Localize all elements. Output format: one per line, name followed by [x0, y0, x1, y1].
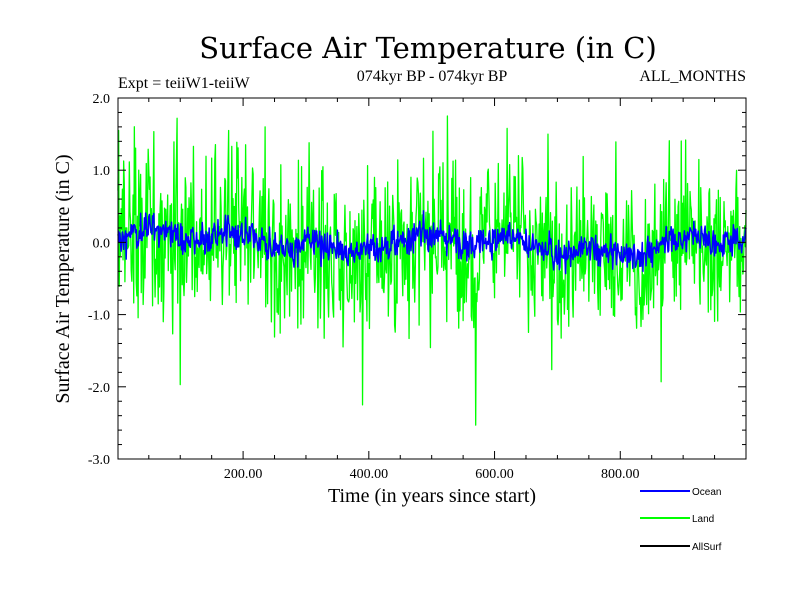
x-axis-ticks: 200.00 400.00 600.00 800.00 — [148, 98, 716, 482]
x-axis-label: Time (in years since start) — [328, 485, 536, 507]
y-tick-label: -2.0 — [88, 381, 110, 396]
y-tick-label: -3.0 — [88, 453, 110, 468]
legend: Ocean Land AllSurf — [640, 487, 722, 553]
x-tick-label: 200.00 — [224, 467, 263, 482]
land-polyline — [117, 115, 747, 426]
y-tick-label: 1.0 — [93, 164, 111, 179]
chart-subtitle-center: 074kyr BP - 074kyr BP — [357, 68, 508, 85]
y-tick-label: -1.0 — [88, 309, 110, 324]
legend-label-land: Land — [692, 514, 714, 525]
y-tick-label: 0.0 — [93, 236, 111, 251]
chart-subtitle-left: Expt = teiiW1-teiiW — [118, 75, 251, 92]
chart-subtitle-right: ALL_MONTHS — [639, 68, 746, 85]
x-tick-label: 800.00 — [601, 467, 640, 482]
legend-label-allsurf: AllSurf — [692, 542, 722, 553]
chart-title: Surface Air Temperature (in C) — [199, 31, 657, 65]
series-ocean-line — [117, 210, 747, 275]
y-axis-label: Surface Air Temperature (in C) — [52, 154, 74, 403]
y-tick-label: 2.0 — [93, 92, 111, 107]
x-tick-label: 400.00 — [350, 467, 389, 482]
legend-label-ocean: Ocean — [692, 487, 721, 498]
ocean-polyline — [117, 210, 747, 275]
x-tick-label: 600.00 — [475, 467, 514, 482]
y-axis-ticks: -3.0 -2.0 -1.0 0.0 1.0 2.0 — [88, 92, 746, 468]
series-land-line — [117, 115, 747, 426]
